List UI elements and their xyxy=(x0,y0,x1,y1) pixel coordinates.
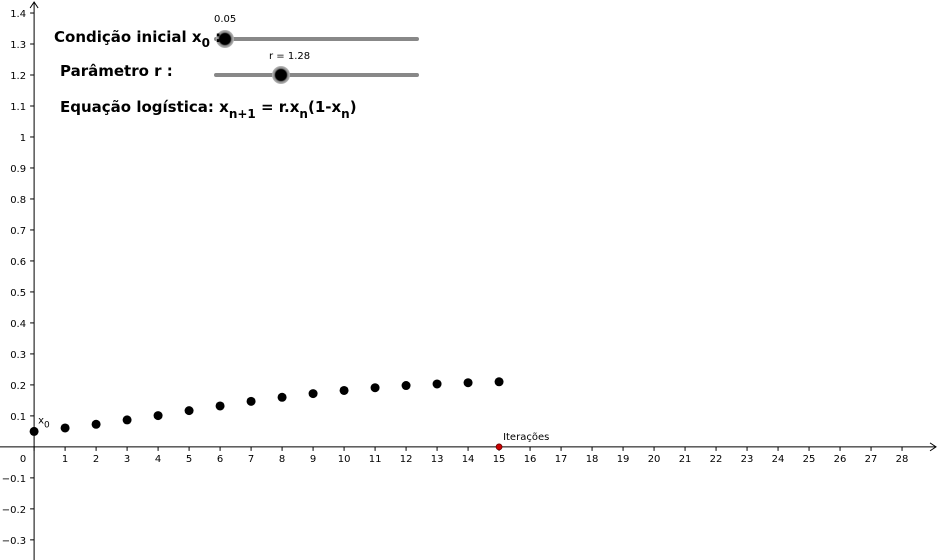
x-tick-label: 18 xyxy=(586,454,599,465)
point-label-sub: 0 xyxy=(44,420,50,430)
y-tick-label: 0.2 xyxy=(10,381,26,392)
point xyxy=(91,419,101,429)
x-tick-label: 8 xyxy=(279,454,285,465)
point xyxy=(277,392,287,402)
y-tick-label: 1.3 xyxy=(10,40,26,51)
point xyxy=(463,378,473,388)
x-tick-label: 10 xyxy=(338,454,351,465)
eq-part: Equação logística: x xyxy=(60,98,229,116)
eq-part: ) xyxy=(350,98,357,116)
marker-label: Iterações xyxy=(503,432,549,443)
x-axis-arrow xyxy=(929,442,937,452)
point xyxy=(184,406,194,416)
x-tick-label: 0 xyxy=(20,454,26,465)
y-tick-label: −0.2 xyxy=(2,505,26,516)
slider-value: 0.05 xyxy=(214,14,236,25)
x-tick-label: 3 xyxy=(124,454,130,465)
point xyxy=(401,381,411,391)
slider-label: Condição inicial x0 : xyxy=(54,28,221,50)
label-text: Condição inicial x xyxy=(54,28,202,46)
marks: x0 Iterações xyxy=(29,377,549,451)
x-tick-label: 16 xyxy=(524,454,537,465)
x-tick-label: 15 xyxy=(493,454,506,465)
y-axis-arrow xyxy=(29,1,39,9)
slider-value: r = 1.28 xyxy=(269,51,310,62)
y-tick-label: 1.1 xyxy=(10,102,26,113)
x-tick-label: 24 xyxy=(772,454,785,465)
point xyxy=(29,426,39,436)
x-tick-label: 2 xyxy=(93,454,99,465)
point-label-text: x xyxy=(38,415,44,426)
x-tick-label: 14 xyxy=(462,454,475,465)
x-tick-label: 4 xyxy=(155,454,161,465)
x-tick-label: 11 xyxy=(369,454,382,465)
x-tick-label: 1 xyxy=(62,454,68,465)
x-tick-label: 5 xyxy=(186,454,192,465)
y-tick-label: 1 xyxy=(20,133,26,144)
x-tick-label: 19 xyxy=(617,454,630,465)
eq-sub: n+1 xyxy=(229,107,256,121)
y-tick-label: −0.3 xyxy=(2,536,26,547)
y-tick-label: 1.4 xyxy=(10,9,26,20)
equation: Equação logística: xn+1 = r.xn(1-xn) xyxy=(60,98,357,121)
label-sub: 0 xyxy=(202,36,210,50)
point xyxy=(432,379,442,389)
x-tick-label: 9 xyxy=(310,454,316,465)
x-tick-label: 22 xyxy=(710,454,723,465)
point xyxy=(494,377,504,387)
point xyxy=(215,401,225,411)
x-tick-label: 27 xyxy=(865,454,878,465)
point xyxy=(246,396,256,406)
point xyxy=(370,383,380,393)
x-tick-label: 13 xyxy=(431,454,444,465)
point xyxy=(153,411,163,421)
y-tick-label: 0.9 xyxy=(10,164,26,175)
x-tick-label: 28 xyxy=(896,454,909,465)
slider-label: Parâmetro r : xyxy=(60,62,173,80)
point xyxy=(60,423,70,433)
y-tick-label: 0.4 xyxy=(10,319,26,330)
marker-point xyxy=(495,443,503,451)
slider[interactable]: 0.05 Condição inicial x0 : xyxy=(54,14,419,50)
slider-knob[interactable] xyxy=(216,30,234,48)
x-tick-label: 23 xyxy=(741,454,754,465)
y-tick-label: −0.1 xyxy=(2,474,26,485)
label-text: Parâmetro r : xyxy=(60,62,173,80)
eq-part: = r.x xyxy=(256,98,300,116)
slider[interactable]: r = 1.28 Parâmetro r : xyxy=(60,51,419,84)
y-tick-label: 0.5 xyxy=(10,288,26,299)
y-tick-label: 1.2 xyxy=(10,71,26,82)
x-tick-label: 20 xyxy=(648,454,661,465)
eq-sub: n xyxy=(341,107,350,121)
y-tick-label: 0.3 xyxy=(10,350,26,361)
y-tick-label: 0.1 xyxy=(10,412,26,423)
x-tick-label: 26 xyxy=(834,454,847,465)
slider-knob[interactable] xyxy=(272,66,290,84)
label-text: : xyxy=(210,28,221,46)
point xyxy=(339,385,349,395)
x-tick-label: 21 xyxy=(679,454,692,465)
y-tick-label: 0.7 xyxy=(10,226,26,237)
x-tick-label: 6 xyxy=(217,454,223,465)
eq-sub: n xyxy=(299,107,308,121)
x-tick-label: 12 xyxy=(400,454,413,465)
x-tick-label: 25 xyxy=(803,454,816,465)
x-tick-label: 7 xyxy=(248,454,254,465)
point xyxy=(122,415,132,425)
y-tick-label: 0.8 xyxy=(10,195,26,206)
eq-part: (1-x xyxy=(308,98,342,116)
x-tick-label: 17 xyxy=(555,454,568,465)
point xyxy=(308,389,318,399)
y-tick-label: 0.6 xyxy=(10,257,26,268)
point-label: x0 xyxy=(38,415,50,430)
